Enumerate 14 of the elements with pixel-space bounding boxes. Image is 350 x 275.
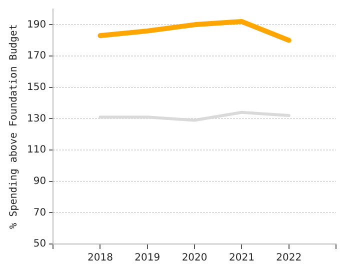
y-tick-label: 150 <box>26 82 46 93</box>
x-tick-label: 2020 <box>182 252 208 264</box>
y-tick-label: 110 <box>26 144 46 156</box>
y-tick-label: 170 <box>26 50 46 62</box>
x-tick-label: 2018 <box>88 252 113 264</box>
y-tick-label: 50 <box>33 238 46 250</box>
y-tick-label: 70 <box>33 207 46 218</box>
y-tick-label: 90 <box>33 176 46 187</box>
x-tick-label: 2021 <box>228 252 254 264</box>
x-tick-label: 2019 <box>134 252 160 264</box>
y-axis-title: % Spending above Foundation Budget <box>8 24 20 229</box>
y-tick-label: 130 <box>26 113 46 124</box>
y-tick-label: 190 <box>26 19 46 30</box>
x-tick-label: 2022 <box>276 252 302 264</box>
